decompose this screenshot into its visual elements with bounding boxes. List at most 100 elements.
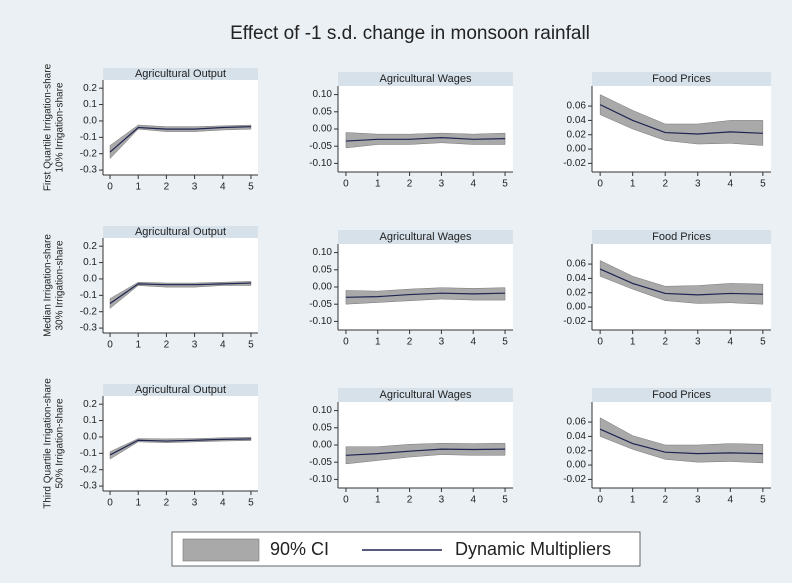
x-tick-label: 5 — [502, 495, 508, 506]
panel-header — [592, 388, 771, 402]
panel: Agricultural Output 0.2 0.1 0.0 -0.1 -0.2 -0.3… — [80, 68, 258, 193]
y-tick-label: -0.10 — [309, 158, 332, 169]
y-tick-label: 0.00 — [567, 144, 587, 155]
x-tick-label: 1 — [630, 337, 636, 348]
x-tick-label: 5 — [502, 179, 508, 190]
y-tick-label: 0.0 — [83, 274, 97, 285]
x-tick-label: 3 — [695, 337, 701, 348]
panel-title: Agricultural Output — [135, 226, 226, 238]
x-tick-label: 2 — [407, 179, 413, 190]
y-tick-label: 0.1 — [83, 257, 97, 268]
x-tick-label: 0 — [343, 337, 349, 348]
x-tick-label: 0 — [107, 498, 113, 509]
ci-band — [599, 417, 764, 464]
x-tick-label: 2 — [662, 179, 668, 190]
y-tick-label: -0.3 — [80, 481, 98, 492]
panel-title: Agricultural Wages — [380, 231, 472, 243]
x-tick-label: 5 — [248, 340, 254, 351]
figure-title: Effect of -1 s.d. change in monsoon rain… — [230, 23, 590, 44]
y-tick-label: 0.06 — [567, 259, 587, 270]
x-tick-label: 5 — [502, 337, 508, 348]
x-tick-label: 1 — [630, 179, 636, 190]
x-tick-label: 1 — [375, 179, 381, 190]
y-tick-label: 0.00 — [567, 460, 587, 471]
x-tick-label: 2 — [164, 182, 170, 193]
panel-title: Agricultural Output — [135, 68, 226, 80]
y-tick-label: 0.06 — [567, 101, 587, 112]
x-tick-label: 4 — [220, 340, 226, 351]
y-tick-label: -0.3 — [80, 165, 98, 176]
x-tick-label: 4 — [728, 495, 734, 506]
panel: Agricultural Wages 0.10 0.05 0.00 -0.05 -0.10… — [309, 72, 513, 190]
panel-header — [103, 384, 258, 396]
multiplier-line — [599, 104, 763, 135]
y-tick-label: 0.02 — [567, 129, 587, 140]
y-tick-label: 0.0 — [83, 116, 97, 127]
multiplier-line — [109, 126, 251, 153]
x-tick-label: 5 — [760, 179, 766, 190]
y-tick-label: -0.2 — [80, 148, 98, 159]
multiplier-line — [599, 268, 763, 296]
panel: Agricultural Output 0.2 0.1 0.0 -0.1 -0.2 -0.3… — [80, 384, 258, 509]
x-tick-label: 3 — [439, 495, 445, 506]
panel: Food Prices 0.06 0.04 0.02 0.00 -0.02 0 1 2 3 4 5 — [563, 72, 771, 190]
panel-title: Food Prices — [652, 231, 711, 243]
y-tick-label: 0.00 — [313, 124, 333, 135]
y-tick-label: 0.2 — [83, 399, 97, 410]
x-tick-label: 0 — [597, 495, 603, 506]
y-tick-label: 0.2 — [83, 241, 97, 252]
y-tick-label: 0.02 — [567, 445, 587, 456]
x-tick-label: 2 — [164, 498, 170, 509]
ci-band — [109, 124, 252, 160]
x-tick-label: 4 — [728, 337, 734, 348]
x-tick-label: 0 — [107, 340, 113, 351]
y-tick-label: -0.2 — [80, 464, 98, 475]
x-tick-label: 3 — [695, 495, 701, 506]
plot-area — [338, 86, 513, 172]
y-tick-label: 0.04 — [567, 273, 587, 284]
row-label: Median Irrigation-share — [43, 234, 54, 337]
ci-band — [345, 443, 506, 465]
x-tick-label: 2 — [662, 337, 668, 348]
y-tick-label: -0.02 — [563, 474, 586, 485]
x-tick-label: 3 — [192, 498, 198, 509]
x-tick-label: 0 — [597, 179, 603, 190]
x-tick-label: 3 — [192, 340, 198, 351]
panel: Agricultural Wages 0.10 0.05 0.00 -0.05 -0.10… — [309, 388, 513, 506]
x-tick-label: 2 — [662, 495, 668, 506]
multiplier-line — [345, 292, 506, 298]
panel-header — [103, 226, 258, 238]
y-tick-label: -0.1 — [80, 132, 98, 143]
y-tick-label: -0.02 — [563, 316, 586, 327]
y-tick-label: -0.2 — [80, 306, 98, 317]
row-label: Third Quartile Irrigation-share — [43, 378, 54, 509]
x-tick-label: 4 — [728, 179, 734, 190]
x-tick-label: 4 — [220, 498, 226, 509]
panel-title: Agricultural Wages — [380, 73, 472, 85]
panel-header — [103, 68, 258, 80]
ci-band — [345, 132, 506, 149]
multiplier-line — [599, 428, 763, 455]
legend-swatch-ci — [182, 538, 260, 562]
y-tick-label: 0.00 — [313, 440, 333, 451]
panel-title: Food Prices — [652, 73, 711, 85]
y-tick-label: 0.06 — [567, 417, 587, 428]
panel: Agricultural Output 0.2 0.1 0.0 -0.1 -0.2 -0.3… — [80, 226, 258, 351]
y-tick-label: 0.10 — [313, 89, 333, 100]
panel-header — [338, 72, 513, 86]
row-label: First Quartile Irrigation-share — [43, 63, 54, 191]
row-label: 10% Irrigation-share — [55, 82, 66, 172]
x-tick-label: 0 — [107, 182, 113, 193]
panel: Food Prices 0.06 0.04 0.02 0.00 -0.02 0 1 2 3 4 5 — [563, 388, 771, 506]
x-tick-label: 1 — [135, 182, 141, 193]
y-tick-label: 0.04 — [567, 115, 587, 126]
y-tick-label: 0.10 — [313, 405, 333, 416]
legend-label: Dynamic Multipliers — [455, 539, 611, 559]
x-tick-label: 4 — [220, 182, 226, 193]
x-tick-label: 3 — [439, 337, 445, 348]
y-tick-label: 0.05 — [313, 422, 333, 433]
panel-header — [592, 230, 771, 244]
panel-header — [338, 230, 513, 244]
y-tick-label: -0.05 — [309, 299, 332, 310]
